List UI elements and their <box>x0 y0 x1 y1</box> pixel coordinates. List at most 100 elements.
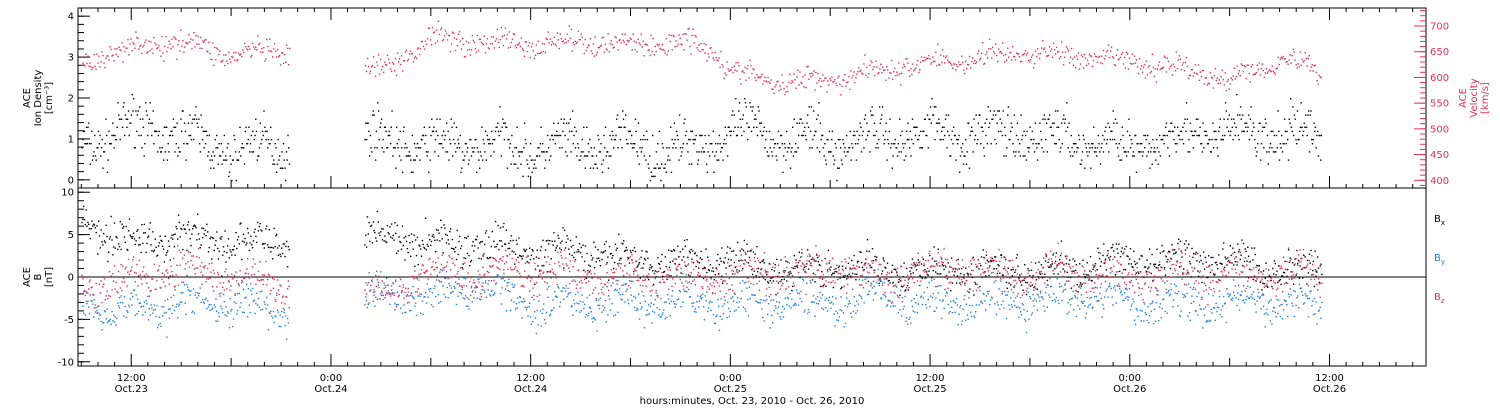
density-point <box>1289 122 1291 124</box>
by-point <box>488 280 490 282</box>
velocity-point <box>1294 59 1296 61</box>
bx-point <box>217 247 219 250</box>
velocity-point <box>103 62 105 64</box>
bx-point <box>851 259 853 262</box>
density-point <box>674 138 676 141</box>
by-point <box>535 332 538 335</box>
bx-point <box>1019 274 1021 276</box>
bx-point <box>1289 257 1291 259</box>
density-point <box>85 143 87 145</box>
density-point <box>552 138 554 141</box>
bx-point <box>1251 247 1253 249</box>
density-point <box>866 134 869 137</box>
velocity-point <box>929 58 931 60</box>
velocity-point <box>816 82 818 84</box>
by-point <box>158 316 161 318</box>
bx-point <box>833 272 835 274</box>
bx-point <box>1135 272 1137 274</box>
velocity-point <box>599 45 601 47</box>
bx-point <box>617 263 619 265</box>
bx-point <box>1044 260 1047 262</box>
bx-point <box>1118 243 1120 245</box>
velocity-point <box>287 47 289 50</box>
velocity-point <box>1156 68 1159 70</box>
bx-point <box>1196 260 1198 262</box>
velocity-point <box>1010 59 1013 61</box>
by-point <box>230 310 232 312</box>
bx-point <box>249 242 251 244</box>
bx-point <box>932 269 934 272</box>
by-point <box>682 301 684 303</box>
bx-point <box>649 264 652 266</box>
by-point <box>276 294 278 297</box>
bx-point <box>241 240 244 242</box>
velocity-point <box>1076 58 1079 60</box>
bx-point <box>989 265 991 267</box>
bx-point <box>1168 251 1171 253</box>
velocity-point <box>122 61 124 63</box>
bx-point <box>93 223 95 225</box>
density-point <box>533 163 536 165</box>
by-point <box>644 300 647 303</box>
bx-point <box>1007 267 1009 269</box>
density-point <box>931 98 933 100</box>
velocity-point <box>695 36 697 38</box>
by-point <box>184 302 186 304</box>
bx-point <box>742 267 744 270</box>
velocity-point <box>364 64 367 67</box>
bx-point <box>910 273 912 275</box>
density-point <box>154 130 157 133</box>
by-point <box>740 297 742 300</box>
density-point <box>890 147 892 149</box>
bx-point <box>1017 265 1019 267</box>
by-point <box>492 294 494 296</box>
density-point <box>903 159 905 161</box>
density-point <box>1144 147 1146 149</box>
density-point <box>377 102 379 104</box>
velocity-point <box>725 74 727 76</box>
velocity-point <box>281 52 283 54</box>
velocity-point <box>152 52 154 55</box>
bx-point <box>198 238 201 240</box>
velocity-point <box>719 66 721 69</box>
bx-point <box>1168 250 1170 253</box>
density-point <box>1028 147 1031 149</box>
y-tick-label: 400 <box>1430 176 1449 187</box>
velocity-point <box>1265 68 1267 70</box>
bx-point <box>370 225 372 227</box>
by-point <box>156 305 158 307</box>
velocity-point <box>886 65 888 68</box>
bx-point <box>927 274 929 276</box>
density-point <box>545 151 547 153</box>
velocity-point <box>265 58 267 60</box>
velocity-point <box>673 35 675 38</box>
bx-point <box>443 224 445 226</box>
density-point <box>989 122 991 124</box>
velocity-point <box>466 49 469 52</box>
density-point <box>177 155 179 157</box>
bx-point <box>1285 282 1287 284</box>
density-point <box>365 122 367 124</box>
density-point <box>713 171 715 173</box>
bx-point <box>484 243 486 246</box>
velocity-point <box>490 36 493 38</box>
bx-point <box>1278 280 1281 282</box>
by-point <box>259 291 261 293</box>
velocity-point <box>1231 79 1233 81</box>
velocity-point <box>524 41 527 43</box>
density-point <box>878 138 880 141</box>
velocity-point <box>1201 69 1204 72</box>
by-point <box>171 312 173 315</box>
density-point <box>490 155 492 157</box>
density-point <box>554 143 556 145</box>
velocity-point <box>401 70 404 72</box>
density-point <box>232 159 234 161</box>
velocity-point <box>770 79 772 81</box>
bx-point <box>185 232 187 235</box>
density-point <box>1081 159 1083 161</box>
velocity-point <box>257 35 259 37</box>
bx-point <box>226 251 228 254</box>
bx-point <box>1321 273 1323 276</box>
velocity-point <box>491 42 494 45</box>
density-point <box>983 155 986 157</box>
